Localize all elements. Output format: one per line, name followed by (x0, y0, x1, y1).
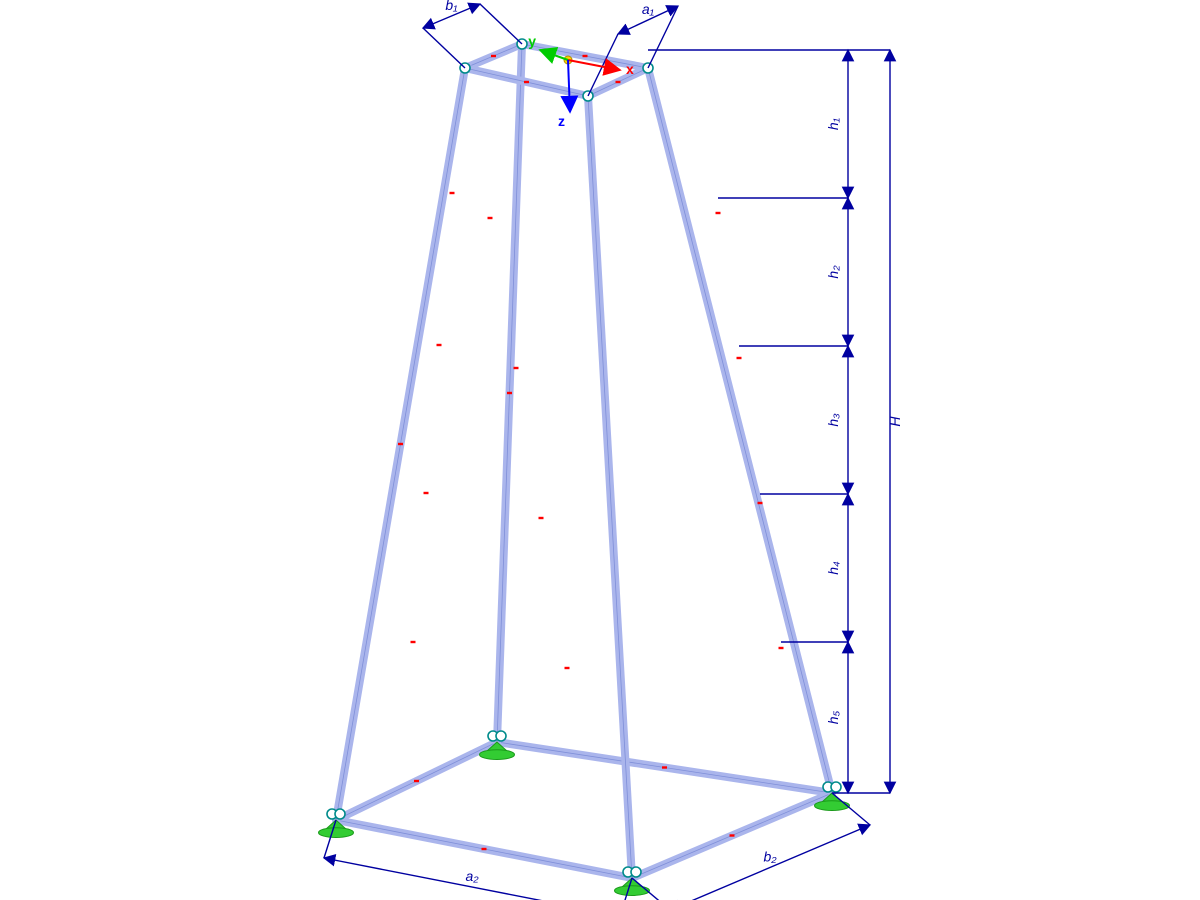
tower-diagram: a₁ b₁ a₂ b₂ h₁ h₂ h₃ h₄ h₅ Hx y z (0, 0, 1200, 900)
dimension: b₁ (423, 0, 522, 68)
member-marker (779, 647, 784, 649)
node (496, 731, 506, 741)
member-marker (450, 192, 455, 194)
dimension-label: h₁ (825, 117, 841, 130)
member-marker (514, 367, 519, 369)
node (335, 809, 345, 819)
member-marker (737, 357, 742, 359)
pinned-support (615, 878, 650, 895)
dimension: a₁ (588, 1, 678, 96)
member-marker (758, 502, 763, 504)
axis-y-label: y (528, 33, 536, 49)
dimension: h₃ (825, 346, 848, 494)
dimension-label: h₂ (825, 265, 841, 279)
member-marker (583, 55, 588, 57)
member-marker (488, 217, 493, 219)
dimension-label: h₃ (825, 413, 841, 427)
dimension: h₂ (825, 198, 848, 346)
member-marker (437, 344, 442, 346)
member-marker (411, 641, 416, 643)
member-marker (524, 81, 529, 83)
dimension: H (887, 50, 903, 793)
dimension-label: h₄ (825, 561, 841, 575)
member-marker (539, 517, 544, 519)
dimension: h₁ (825, 50, 848, 198)
dimension-label: H (887, 416, 903, 427)
member-marker (565, 667, 570, 669)
member-marker (491, 55, 496, 57)
dimension-label: a₂ (465, 868, 479, 884)
dimension-label: b₁ (445, 0, 458, 13)
member-marker (398, 443, 403, 445)
dimension: h₄ (825, 494, 848, 642)
axis-x-label: x (626, 61, 634, 77)
member-marker (424, 492, 429, 494)
axis-z-label: z (558, 113, 565, 129)
member-marker (616, 81, 621, 83)
member-marker (662, 766, 667, 768)
member-marker (482, 848, 487, 850)
axis-z (568, 60, 570, 112)
members (336, 44, 832, 878)
dimensions: a₁ b₁ a₂ b₂ h₁ h₂ h₃ h₄ h₅ H (324, 0, 903, 900)
node (631, 867, 641, 877)
member-marker (730, 834, 735, 836)
dimension-label: a₁ (642, 1, 655, 17)
dimension-label: b₂ (763, 849, 777, 865)
dimension-label: h₅ (825, 710, 841, 724)
member-marker (716, 212, 721, 214)
member-marker (414, 780, 419, 782)
dimension: a₂ (324, 820, 632, 900)
member-marker (507, 392, 512, 394)
node (831, 782, 841, 792)
